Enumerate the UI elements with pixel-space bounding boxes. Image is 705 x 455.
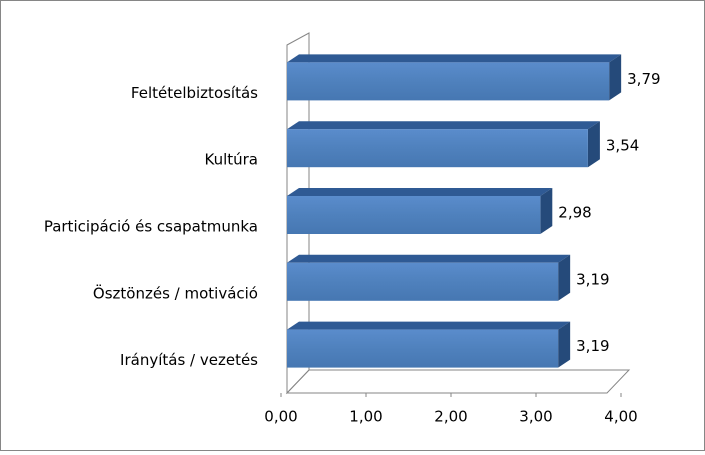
value-label: 3,19: [576, 337, 609, 355]
x-tick-label: 3,00: [519, 408, 552, 426]
bar: [287, 262, 559, 301]
y-tick-label: Participáció és csapatmunka: [44, 218, 258, 236]
bar: [287, 329, 559, 368]
x-tick-label: 1,00: [349, 408, 382, 426]
floor: [285, 369, 631, 394]
bar-side: [609, 54, 622, 101]
bar-top: [287, 188, 553, 196]
y-tick-label: Kultúra: [204, 151, 258, 169]
bar-side: [558, 321, 571, 368]
bar: [287, 129, 588, 168]
bar: [287, 196, 541, 234]
bar-side: [540, 188, 553, 234]
y-tick-label: Irányítás / vezetés: [120, 351, 258, 369]
bar-top: [287, 254, 571, 263]
x-tick-label: 2,00: [434, 408, 467, 426]
y-tick-label: Ösztönzés / motiváció: [93, 283, 258, 302]
x-tick-label: 0,00: [264, 408, 297, 426]
bar: [287, 62, 610, 101]
y-tick-label: Feltételbiztosítás: [131, 84, 258, 102]
bar-top: [287, 321, 571, 330]
bar-side: [587, 121, 600, 168]
bar-top: [287, 54, 622, 63]
value-label: 2,98: [558, 204, 591, 222]
bar-top: [287, 121, 600, 130]
value-label: 3,79: [627, 70, 660, 88]
bar-side: [558, 254, 571, 301]
x-tick-label: 4,00: [604, 408, 637, 426]
value-label: 3,19: [576, 270, 609, 288]
value-label: 3,54: [606, 137, 639, 155]
